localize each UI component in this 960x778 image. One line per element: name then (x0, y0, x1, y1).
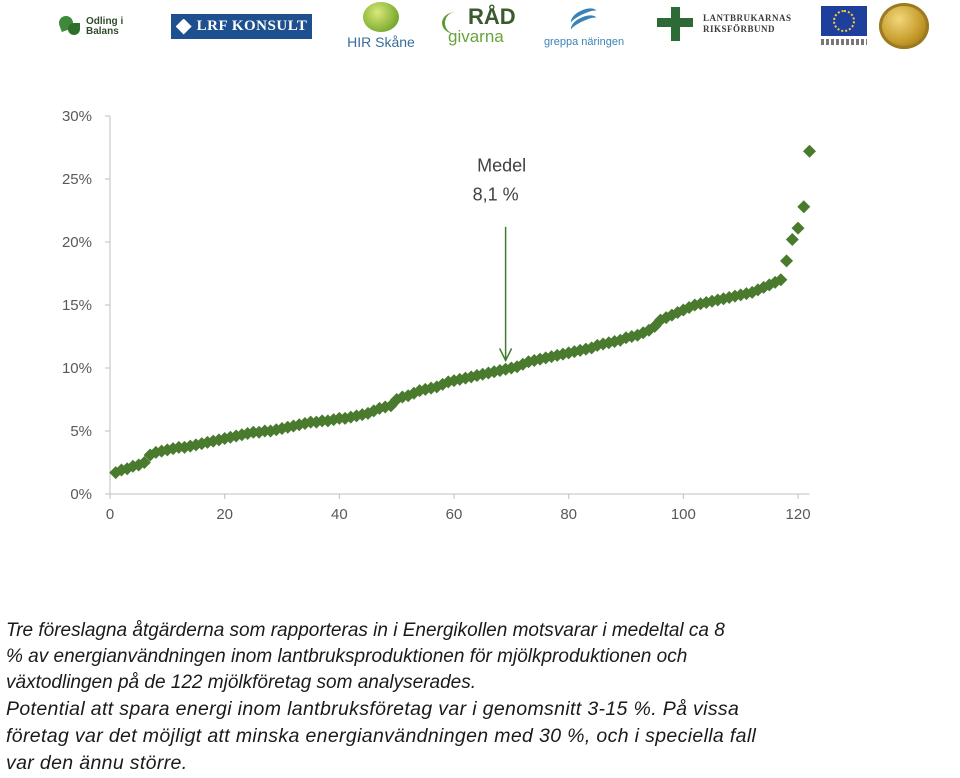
data-point (780, 254, 794, 268)
caption-p2-line-3: var den ännu större. (6, 752, 188, 774)
data-point (137, 456, 151, 469)
radgivarna-logo: RÅD givarna (440, 6, 520, 54)
annotation-arrow-head (498, 348, 513, 363)
eu-fineprint (821, 39, 867, 45)
odling-i-balans-logo: Odling i Balans (56, 14, 136, 40)
x-tick-label: 20 (216, 506, 233, 523)
data-point (734, 288, 748, 302)
x-tick-label: 60 (446, 506, 463, 523)
eu-flag-logo (820, 6, 868, 46)
mean-annotation: Medel 8,1 % (473, 155, 526, 363)
data-point (699, 295, 713, 309)
y-tick-label: 30% (62, 108, 92, 125)
x-tick-label: 100 (671, 506, 696, 523)
gold-seal-icon (879, 3, 929, 49)
hir-skane-logo: HIR Skåne (336, 2, 426, 54)
logo-strip: Odling i Balans LRF KONSULT HIR Skåne RÅ… (0, 0, 960, 64)
caption-p1-line-1: Tre föreslagna åtgärderna som rapportera… (6, 620, 725, 641)
data-point (504, 361, 518, 375)
annotation-value: 8,1 % (473, 184, 519, 204)
lrf-name-line2: RIKSFÖRBUND (703, 24, 776, 34)
y-tick-label: 15% (62, 297, 92, 314)
y-tick-label: 25% (62, 171, 92, 188)
caption-paragraph-1: Tre föreslagna åtgärderna som rapportera… (6, 618, 958, 696)
data-point (791, 221, 805, 235)
lrf-name-line1: LANTBRUKARNAS (703, 13, 792, 23)
y-tick-label: 0% (70, 486, 92, 503)
hir-skane-logo-text: HIR Skåne (347, 34, 415, 50)
cross-emblem-icon (653, 5, 697, 43)
lrf-konsult-logo: LRF KONSULT (171, 14, 312, 39)
data-point (797, 200, 811, 214)
data-point (608, 335, 622, 349)
y-tick-label: 10% (62, 360, 92, 377)
caption-p2-line-2: företag var det möjligt att minska energ… (6, 725, 757, 747)
data-point (676, 303, 690, 317)
y-tick-label: 20% (62, 234, 92, 251)
data-points (109, 144, 816, 480)
radgivarna-logo-top: RÅD (468, 4, 516, 29)
greppa-logo-text: greppa näringen (543, 36, 625, 48)
hir-ball-icon (363, 2, 399, 32)
waves-icon (564, 4, 604, 37)
data-point (694, 297, 708, 311)
caption-p2-line-1: Potential att spara energi inom lantbruk… (6, 698, 740, 720)
greppa-naringen-logo: greppa näringen (532, 4, 636, 54)
data-point (648, 319, 662, 333)
data-point (630, 328, 644, 342)
leaf-icon (56, 14, 82, 40)
x-tick-label: 120 (786, 506, 811, 523)
caption-p1-line-3: växtodlingen på de 122 mjölkföretag som … (6, 672, 477, 693)
lrf-diamond-icon (175, 18, 192, 35)
annotation-label: Medel (477, 155, 526, 175)
x-axis-ticks: 0 20 40 60 80 100 120 (106, 494, 811, 523)
y-tick-label: 5% (70, 423, 92, 440)
data-point (757, 280, 771, 294)
x-tick-label: 80 (560, 506, 577, 523)
odling-logo-text: Odling i Balans (86, 16, 124, 37)
lrf-name-text: LANTBRUKARNAS RIKSFÖRBUND (703, 13, 792, 35)
lantbrukarnas-riksforbund-logo: LANTBRUKARNAS RIKSFÖRBUND (653, 5, 815, 43)
energy-savings-scatter-chart: 0% 5% 10% 15% 20% 25% 30% 0 20 40 60 80 100 120 Mede… (62, 108, 816, 523)
lrf-konsult-logo-text: LRF KONSULT (196, 18, 308, 34)
data-point (774, 273, 788, 287)
data-point (573, 343, 587, 357)
data-point (602, 336, 616, 350)
data-point (803, 144, 816, 158)
eu-flag-icon (821, 6, 867, 36)
caption-p1-line-2: % av energianvändningen inom lantbrukspr… (6, 646, 688, 667)
x-tick-label: 40 (331, 506, 348, 523)
x-tick-label: 0 (106, 506, 114, 523)
caption-paragraph-2: Potential att spara energi inom lantbruk… (6, 696, 958, 777)
y-axis-ticks: 0% 5% 10% 15% 20% 25% 30% (62, 108, 110, 503)
caption: Tre föreslagna åtgärderna som rapportera… (6, 618, 958, 777)
data-point (785, 232, 799, 246)
sprig-icon (442, 12, 469, 34)
